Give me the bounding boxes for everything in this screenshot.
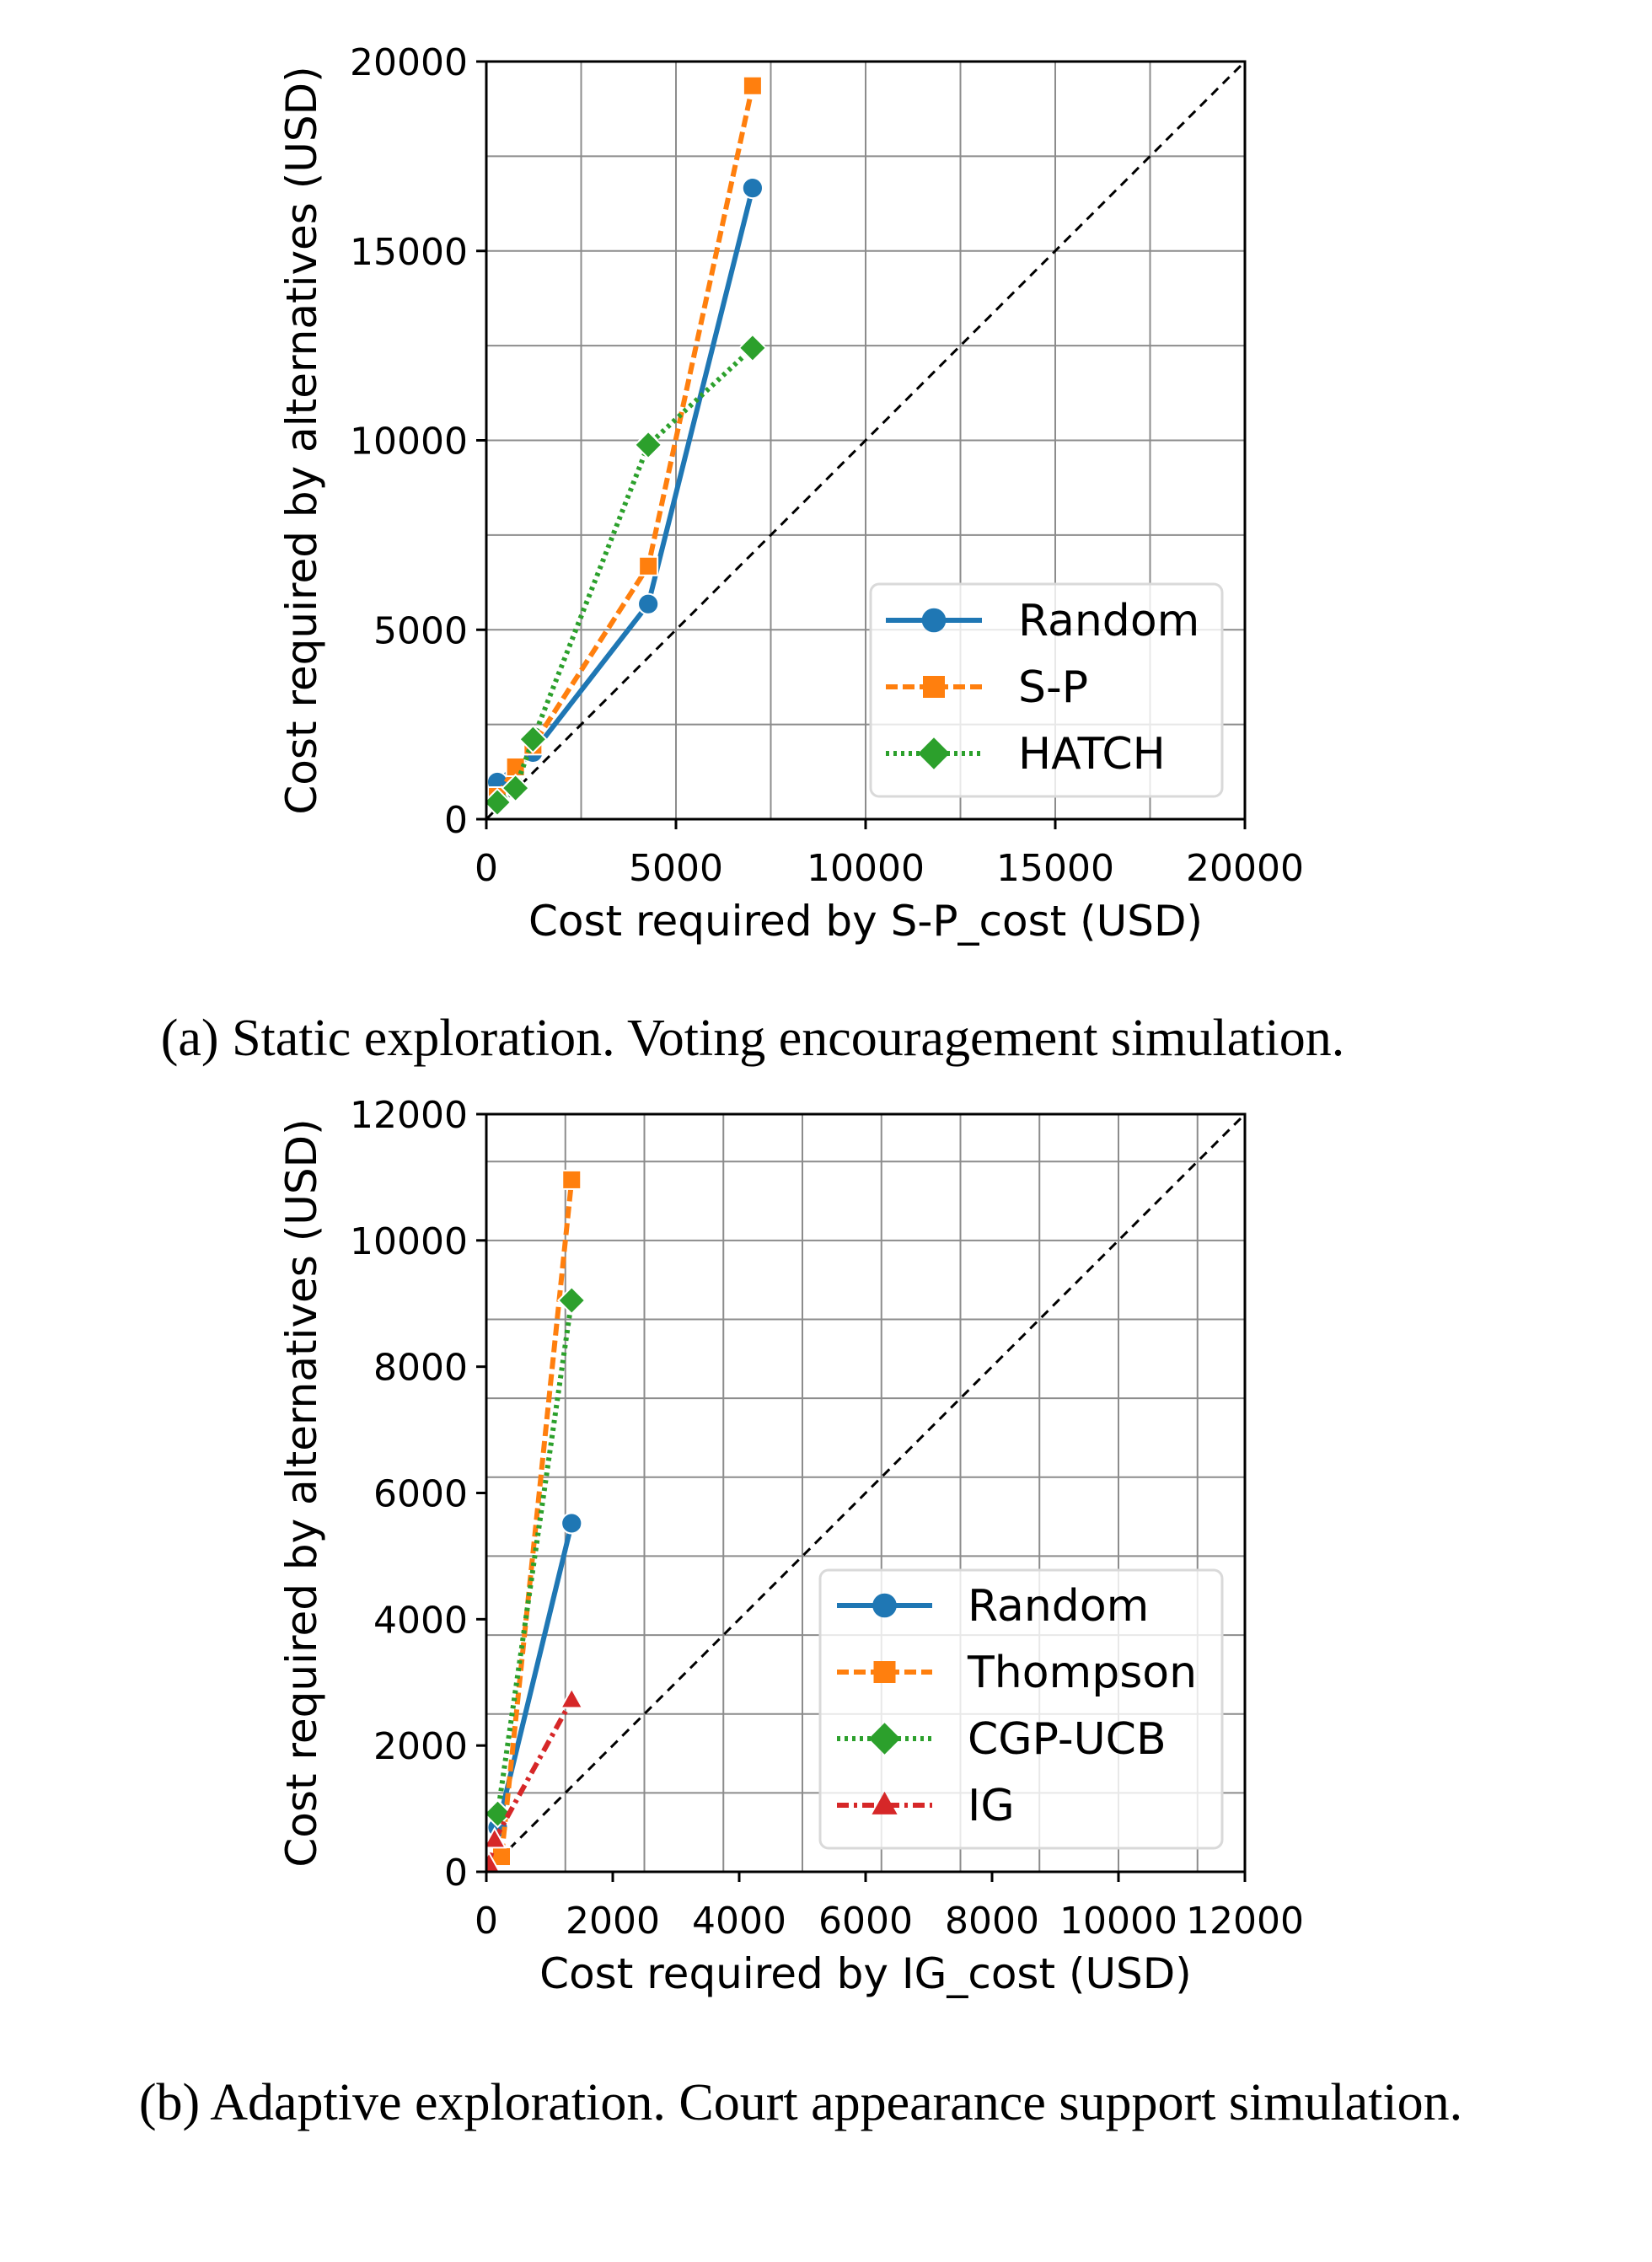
legend-marker-diamond-icon <box>868 1723 901 1755</box>
y-tick-label: 10000 <box>350 421 468 464</box>
data-point <box>559 1686 584 1709</box>
data-point <box>486 1826 507 1849</box>
chart-panel-a: 0 5000 10000 15000 20000 0 5000 10000 15000 20000… <box>161 41 1344 1067</box>
y-tick-label: 4000 <box>373 1599 468 1642</box>
diagonal-reference-line <box>485 60 1247 821</box>
series-group <box>486 75 768 817</box>
legend-item: S-P <box>886 662 1088 713</box>
legend-item: Random <box>837 1581 1149 1632</box>
legend-label: Random <box>968 1581 1149 1632</box>
legend-label: CGP-UCB <box>968 1714 1167 1765</box>
legend-label: Thompson <box>967 1648 1197 1698</box>
y-axis-label: Cost required by alternatives (USD) <box>277 1118 326 1867</box>
y-tick-label: 0 <box>444 799 468 842</box>
legend-label: Random <box>1018 596 1199 646</box>
data-point <box>501 773 530 803</box>
data-point <box>742 75 763 96</box>
x-tick-label: 6000 <box>818 1900 913 1943</box>
x-tick-label: 20000 <box>1186 847 1304 890</box>
figure-caption: (a) Static exploration. Voting encourage… <box>161 1010 1344 1067</box>
data-point <box>486 787 512 817</box>
x-tick-label: 5000 <box>629 847 723 890</box>
data-point <box>741 177 764 200</box>
y-tick-label: 15000 <box>350 231 468 274</box>
legend-marker-diamond-icon <box>918 737 950 769</box>
legend-item: Random <box>886 596 1199 646</box>
diagonal-reference-line <box>485 1112 1247 1873</box>
y-tick-label: 12000 <box>350 1094 468 1137</box>
legend-label: IG <box>968 1781 1015 1831</box>
data-point <box>561 1169 582 1190</box>
data-point <box>738 333 768 363</box>
legend-marker-square-icon <box>923 676 945 698</box>
y-tick-label: 8000 <box>373 1347 468 1390</box>
y-tick-label: 10000 <box>350 1220 468 1263</box>
series-line <box>487 1179 575 1868</box>
series-cgp-ucb <box>486 1285 587 1829</box>
chart-panel-b: 0 2000 4000 6000 8000 10000 120000200040006000… <box>139 1094 1462 2131</box>
x-tick-label: 0 <box>475 1900 498 1943</box>
legend-box <box>869 582 1224 798</box>
y-tick-label: 2000 <box>373 1725 468 1768</box>
y-tick-label: 5000 <box>373 609 468 652</box>
legend-item: HATCH <box>886 729 1166 780</box>
x-tick-label: 10000 <box>1059 1900 1177 1943</box>
legend-item: CGP-UCB <box>837 1714 1167 1765</box>
y-tick-label: 20000 <box>350 41 468 84</box>
y-tick-label: 0 <box>444 1852 468 1895</box>
legend: Random S-P HATCH <box>869 582 1224 798</box>
y-tick-label: 6000 <box>373 1473 468 1516</box>
x-axis-label: Cost required by IG_cost (USD) <box>539 1949 1192 1998</box>
data-point <box>518 724 548 754</box>
series-random <box>486 177 764 794</box>
legend: Random Thompson CGP-UCB IG <box>818 1568 1224 1850</box>
series-line <box>495 1300 575 1814</box>
data-point <box>637 592 660 615</box>
legend-marker-circle-icon <box>872 1593 897 1618</box>
series-hatch <box>486 333 768 817</box>
x-axis-label: Cost required by S-P_cost (USD) <box>528 897 1203 946</box>
legend-label: HATCH <box>1018 729 1166 780</box>
grid <box>486 62 1245 819</box>
x-tick-label: 2000 <box>566 1900 660 1943</box>
legend-marker-square-icon <box>873 1661 896 1683</box>
legend-marker-circle-icon <box>921 608 947 633</box>
figure-caption: (b) Adaptive exploration. Court appearan… <box>139 2074 1462 2131</box>
legend-label: S-P <box>1018 662 1088 713</box>
x-tick-label: 15000 <box>996 847 1114 890</box>
x-tick-label: 12000 <box>1186 1900 1304 1943</box>
x-tick-label: 4000 <box>692 1900 786 1943</box>
legend-item: Thompson <box>837 1648 1197 1698</box>
data-point <box>486 1851 501 1872</box>
data-point <box>486 1798 512 1829</box>
legend-item: IG <box>837 1781 1015 1831</box>
series-ig <box>486 1686 584 1872</box>
series-line <box>496 187 755 785</box>
data-point <box>556 1285 587 1316</box>
data-point <box>633 430 663 460</box>
data-point <box>560 1512 583 1535</box>
legend-box <box>818 1568 1224 1850</box>
y-axis-label: Cost required by alternatives (USD) <box>277 66 326 814</box>
x-tick-label: 10000 <box>807 847 925 890</box>
series-group <box>486 1169 587 1872</box>
x-tick-label: 8000 <box>945 1900 1039 1943</box>
legend-marker-triangle-icon <box>872 1791 898 1814</box>
data-point <box>638 555 659 576</box>
x-tick-label: 0 <box>475 847 498 890</box>
